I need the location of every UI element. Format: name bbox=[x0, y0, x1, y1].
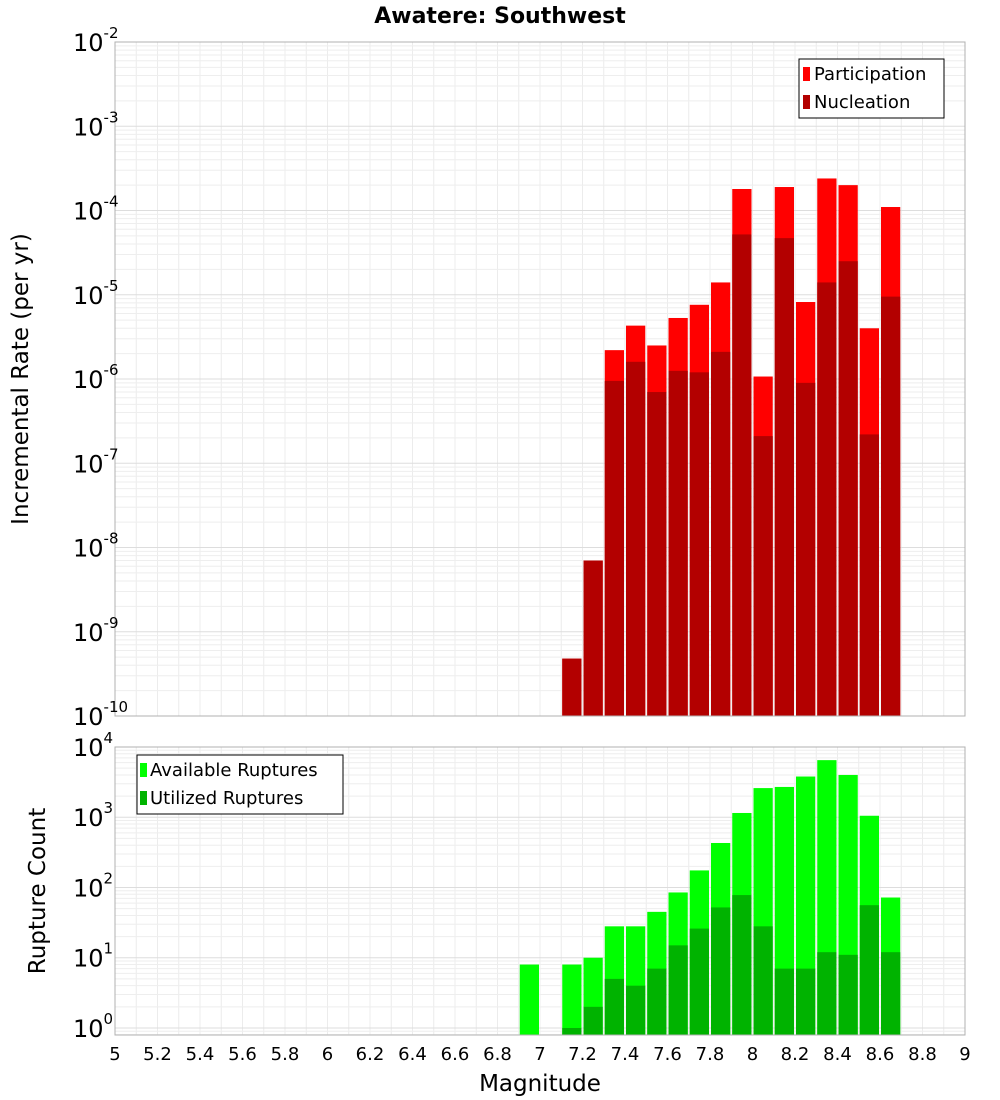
y-tick-label: 10-7 bbox=[73, 445, 119, 478]
bar-nucleation bbox=[668, 370, 688, 716]
bar-utilized-ruptures bbox=[647, 968, 667, 1035]
top-plot-gridlines bbox=[114, 42, 966, 717]
x-tick-label: 8.2 bbox=[781, 1044, 810, 1065]
bar-nucleation bbox=[689, 372, 709, 716]
bar-nucleation bbox=[562, 658, 582, 716]
x-tick-label: 7 bbox=[534, 1044, 545, 1065]
bar-utilized-ruptures bbox=[689, 928, 709, 1035]
legend-label-available-ruptures: Available Ruptures bbox=[150, 760, 318, 781]
x-tick-label: 7.2 bbox=[568, 1044, 597, 1065]
y-tick-label: 10-4 bbox=[73, 193, 119, 226]
bar-nucleation bbox=[881, 296, 901, 716]
bar-nucleation bbox=[774, 238, 794, 716]
x-tick-label: 8.6 bbox=[866, 1044, 895, 1065]
x-tick-label: 5.6 bbox=[228, 1044, 257, 1065]
bar-available-ruptures bbox=[519, 964, 539, 1035]
bar-utilized-ruptures bbox=[817, 952, 837, 1035]
x-tick-label: 6.2 bbox=[356, 1044, 385, 1065]
bar-nucleation bbox=[583, 560, 603, 716]
legend-swatch-utilized bbox=[140, 791, 147, 805]
bar-utilized-ruptures bbox=[711, 907, 731, 1035]
y-tick-label: 10-2 bbox=[73, 24, 119, 57]
y-tick-label: 10-9 bbox=[73, 614, 119, 647]
bar-utilized-ruptures bbox=[604, 978, 624, 1035]
bar-nucleation bbox=[796, 382, 816, 716]
bar-nucleation bbox=[626, 361, 646, 716]
bar-utilized-ruptures bbox=[753, 926, 773, 1035]
x-tick-label: 5 bbox=[109, 1044, 120, 1065]
top-plot-y-tick-labels: 10-10 10-9 10-8 10-7 10-6 10-5 10-4 10-3 10-2 bbox=[73, 24, 128, 731]
top-plot-y-axis-label: Incremental Rate (per yr) bbox=[8, 233, 34, 525]
x-tick-label: 9 bbox=[959, 1044, 970, 1065]
x-tick-label: 5.2 bbox=[143, 1044, 172, 1065]
bar-utilized-ruptures bbox=[774, 968, 794, 1035]
y-tick-label: 102 bbox=[73, 869, 113, 902]
x-tick-label: 8.4 bbox=[823, 1044, 852, 1065]
bar-nucleation bbox=[732, 234, 752, 717]
y-tick-label: 103 bbox=[73, 799, 113, 832]
bottom-plot-y-axis-label: Rupture Count bbox=[25, 808, 51, 974]
bar-nucleation bbox=[859, 434, 879, 716]
bar-utilized-ruptures bbox=[881, 952, 901, 1035]
bar-nucleation bbox=[753, 436, 773, 716]
x-tick-label: 6.8 bbox=[483, 1044, 512, 1065]
x-tick-label: 6 bbox=[322, 1044, 333, 1065]
x-tick-label: 5.8 bbox=[271, 1044, 300, 1065]
bottom-plot-legend: Available Ruptures Utilized Ruptures bbox=[136, 754, 344, 815]
x-tick-label: 7.4 bbox=[611, 1044, 640, 1065]
y-tick-label: 10-3 bbox=[73, 108, 119, 141]
bar-utilized-ruptures bbox=[838, 954, 858, 1035]
legend-box bbox=[798, 58, 945, 119]
bar-available-ruptures bbox=[562, 964, 582, 1035]
x-tick-label: 7.6 bbox=[653, 1044, 682, 1065]
x-tick-label: 6.4 bbox=[398, 1044, 427, 1065]
bar-utilized-ruptures bbox=[562, 1027, 582, 1035]
bottom-plot-y-tick-labels: 100 101 102 103 104 bbox=[73, 729, 113, 1043]
y-tick-label: 10-10 bbox=[73, 698, 128, 731]
bar-nucleation bbox=[711, 351, 731, 716]
bottom-plot-bars bbox=[519, 760, 901, 1035]
legend-swatch-nucleation bbox=[803, 95, 810, 109]
top-plot-bars bbox=[562, 178, 901, 717]
bar-utilized-ruptures bbox=[583, 1006, 603, 1035]
bar-utilized-ruptures bbox=[796, 968, 816, 1035]
y-tick-label: 10-8 bbox=[73, 530, 119, 563]
legend-label-nucleation: Nucleation bbox=[814, 92, 910, 113]
bar-utilized-ruptures bbox=[859, 905, 879, 1035]
x-tick-label: 8 bbox=[747, 1044, 758, 1065]
y-tick-label: 104 bbox=[73, 729, 113, 762]
bar-utilized-ruptures bbox=[732, 895, 752, 1035]
bar-nucleation bbox=[604, 380, 624, 716]
top-plot-legend: Participation Nucleation bbox=[798, 58, 945, 119]
chart-title: Awatere: Southwest bbox=[374, 4, 626, 29]
x-axis-label: Magnitude bbox=[479, 1071, 601, 1097]
legend-box bbox=[136, 754, 344, 815]
bar-utilized-ruptures bbox=[668, 945, 688, 1035]
legend-label-utilized-ruptures: Utilized Ruptures bbox=[150, 788, 303, 809]
x-tick-label: 8.8 bbox=[908, 1044, 937, 1065]
y-tick-label: 10-6 bbox=[73, 361, 119, 394]
x-axis-tick-labels: 5 5.2 5.4 5.6 5.8 6 6.2 6.4 6.6 6.8 7 7.2 7.4 7.6 7.8 8… bbox=[109, 1044, 970, 1065]
y-tick-label: 100 bbox=[73, 1010, 113, 1043]
y-tick-label: 101 bbox=[73, 940, 113, 973]
y-tick-label: 10-5 bbox=[73, 277, 119, 310]
bottom-plot-frame bbox=[114, 746, 966, 1036]
legend-label-participation: Participation bbox=[814, 64, 926, 85]
bar-nucleation bbox=[817, 282, 837, 716]
top-plot-frame bbox=[114, 41, 966, 717]
legend-swatch-participation bbox=[803, 67, 810, 81]
bar-utilized-ruptures bbox=[626, 985, 646, 1035]
legend-swatch-available bbox=[140, 763, 147, 777]
bar-nucleation bbox=[647, 392, 667, 716]
x-tick-label: 5.4 bbox=[186, 1044, 215, 1065]
bar-nucleation bbox=[838, 261, 858, 716]
x-tick-label: 7.8 bbox=[696, 1044, 725, 1065]
x-tick-label: 6.6 bbox=[441, 1044, 470, 1065]
